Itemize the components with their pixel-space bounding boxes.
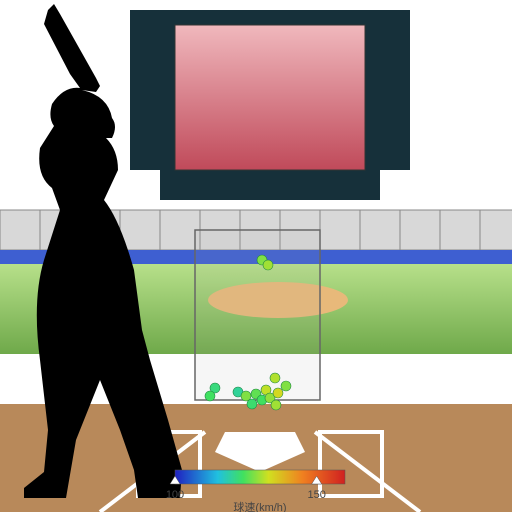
fence-panel — [0, 210, 40, 250]
legend-label: 球速(km/h) — [233, 500, 286, 512]
pitch-marker — [263, 260, 273, 270]
pitch-location-chart: 100 150 球速(km/h) — [0, 0, 512, 512]
pitch-marker — [271, 400, 281, 410]
fence-panel — [440, 210, 480, 250]
pitch-marker — [281, 381, 291, 391]
fence-panel — [360, 210, 400, 250]
pitch-marker — [247, 399, 257, 409]
pitch-marker — [205, 391, 215, 401]
pitch-marker — [270, 373, 280, 383]
strike-zone — [195, 230, 320, 400]
fence-panel — [120, 210, 160, 250]
pitch-marker — [273, 388, 283, 398]
scoreboard-screen — [175, 25, 365, 170]
fence-panel — [320, 210, 360, 250]
legend-tick-label: 100 — [166, 489, 184, 501]
fence-panel — [480, 210, 512, 250]
fence-panel — [160, 210, 200, 250]
legend-tick-label: 150 — [307, 489, 325, 501]
fence-panel — [400, 210, 440, 250]
